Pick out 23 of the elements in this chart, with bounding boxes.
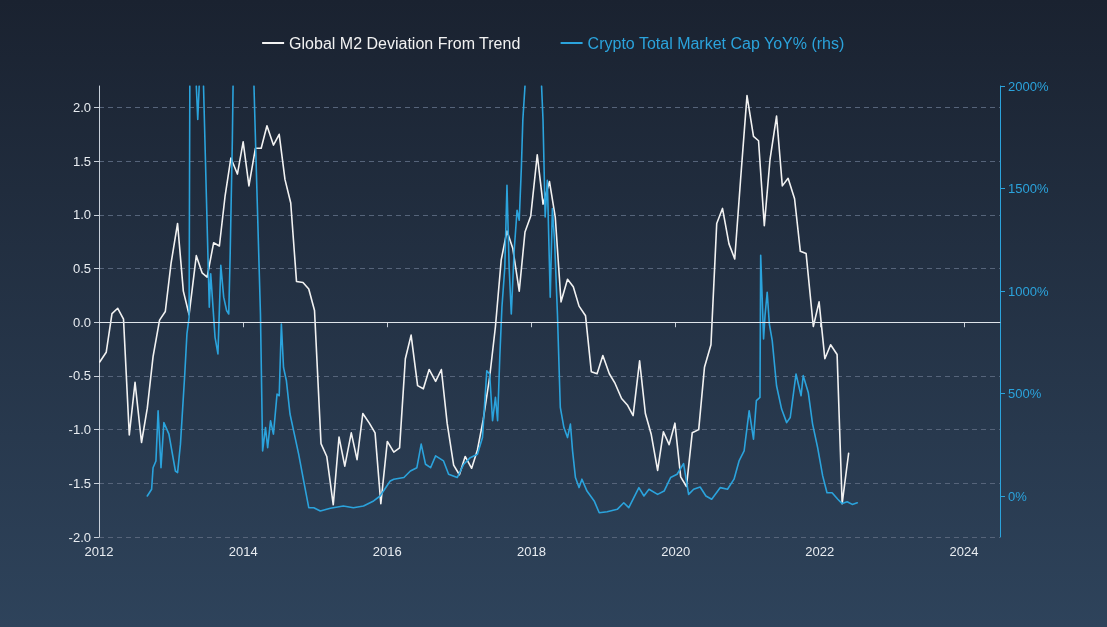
y-tick-label: 1.0 — [72, 207, 91, 223]
y-tick-label: 0.0 — [72, 314, 91, 330]
x-tick-label: 2012 — [84, 544, 114, 559]
y2-tick-label: 1000% — [1008, 283, 1049, 299]
y2-tick-label: 500% — [1008, 386, 1042, 401]
y-tick-label: -0.5 — [68, 368, 91, 384]
x-tick-label: 2014 — [228, 544, 258, 559]
legend-label: Global M2 Deviation From Trend — [289, 34, 521, 52]
y-tick-label: 2.0 — [72, 99, 91, 115]
y-tick-label: 0.5 — [72, 261, 91, 277]
y2-tick-label: 1500% — [1008, 181, 1049, 196]
y-tick-label: 1.5 — [72, 153, 91, 169]
x-tick-label: 2020 — [661, 544, 691, 559]
x-tick-label: 2022 — [805, 544, 835, 559]
y-tick-label: -1.0 — [68, 422, 91, 438]
y2-tick-label: 2000% — [1008, 78, 1049, 94]
y2-tick-label: 0% — [1008, 488, 1028, 504]
x-tick-label: 2016 — [372, 544, 402, 559]
x-tick-label: 2018 — [517, 544, 546, 559]
y-tick-label: -2.0 — [68, 529, 91, 545]
x-tick-label: 2024 — [949, 544, 979, 559]
legend-label: Crypto Total Market Cap YoY% (rhs) — [587, 34, 845, 52]
y-tick-label: -1.5 — [68, 475, 91, 491]
